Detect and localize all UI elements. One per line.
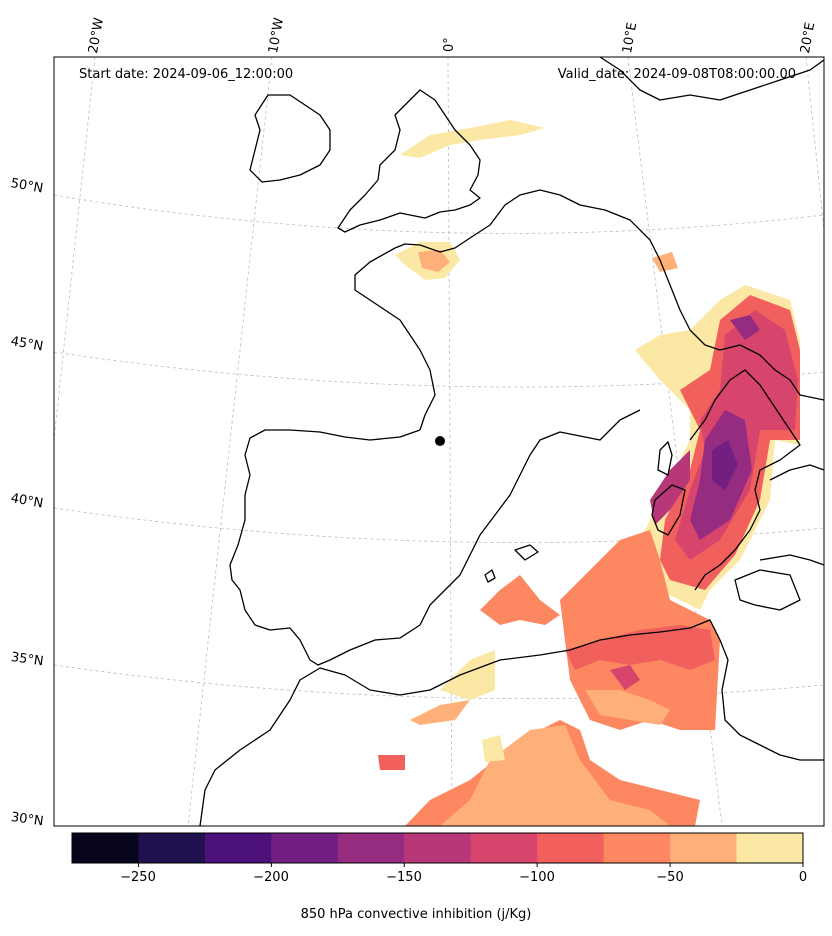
coast-sicily <box>734 569 801 611</box>
colorbar-bin <box>736 833 804 863</box>
location-marker <box>435 436 445 446</box>
cin-field <box>378 120 800 826</box>
gridline-20w <box>53 56 96 441</box>
coast-greece <box>769 464 825 481</box>
coast-scandinavia <box>599 56 825 101</box>
colorbar-title: 850 hPa convective inhibition (j/Kg) <box>300 907 532 922</box>
field-patch-italy-deepest <box>712 440 738 490</box>
field-patch-tunisia-pale <box>585 690 670 725</box>
gridline-20e <box>805 56 825 231</box>
coast-corsica <box>657 441 673 476</box>
colorbar-tick-label: −100 <box>519 870 555 885</box>
lon-label-0: 0° <box>442 37 457 52</box>
coast-north-africa <box>199 619 824 827</box>
colorbar-bin <box>404 833 472 863</box>
gridline-50n <box>53 194 825 234</box>
colorbar-bin <box>271 833 339 863</box>
colorbar-frame <box>71 832 804 864</box>
colorbar-tick-marks <box>137 863 804 867</box>
colorbar <box>72 833 804 863</box>
field-patch-sahara-inner <box>440 725 670 826</box>
start-date-label: Start date: 2024-09-06_12:00:00 <box>79 67 294 82</box>
coast-balkan-sea <box>759 554 825 566</box>
coast-france <box>394 189 825 401</box>
field-patch-channel <box>400 120 545 158</box>
colorbar-tick-label: −150 <box>386 870 422 885</box>
colorbar-bin <box>537 833 605 863</box>
gridline-0 <box>447 56 453 827</box>
colorbar-tick-label: −200 <box>253 870 289 885</box>
colorbar-bin <box>138 833 206 863</box>
colorbar-tick-label: −250 <box>120 870 156 885</box>
coast-great-britain <box>337 89 481 233</box>
field-patch-tunisia-red <box>565 625 715 670</box>
coast-balearic <box>514 544 539 561</box>
field-patch-algeria-west <box>410 700 470 725</box>
field-patch-sahara-pale <box>482 735 505 762</box>
coast-italy <box>689 369 801 591</box>
coast-france-west <box>354 247 436 431</box>
field-patch-brittany-inner <box>418 250 450 272</box>
colorbar-bin <box>337 833 405 863</box>
field-patch-tunisia-pink <box>610 665 640 690</box>
colorbar-bin <box>670 833 738 863</box>
coast-iberia <box>229 409 641 666</box>
colorbar-bin <box>603 833 671 863</box>
field-patch-balearic <box>480 575 560 625</box>
colorbar-bin <box>72 833 139 863</box>
colorbar-bin <box>204 833 272 863</box>
coast-sardinia <box>651 484 686 536</box>
coastlines <box>199 56 825 827</box>
field-patch-adriatic-deep <box>730 315 760 340</box>
coast-balearic-small <box>484 569 496 583</box>
colorbar-bin <box>470 833 538 863</box>
gridline-10w <box>187 56 273 827</box>
map-frame <box>53 56 825 827</box>
colorbar-tick-label: −50 <box>656 870 684 885</box>
field-patch-algeria-pale <box>440 650 495 700</box>
valid-date-label: Valid_date: 2024-09-08T08:00:00.00 <box>557 67 796 82</box>
colorbar-tick-label: 0 <box>798 870 808 885</box>
coast-ireland <box>249 94 331 183</box>
field-patch-morocco-small <box>378 755 405 770</box>
